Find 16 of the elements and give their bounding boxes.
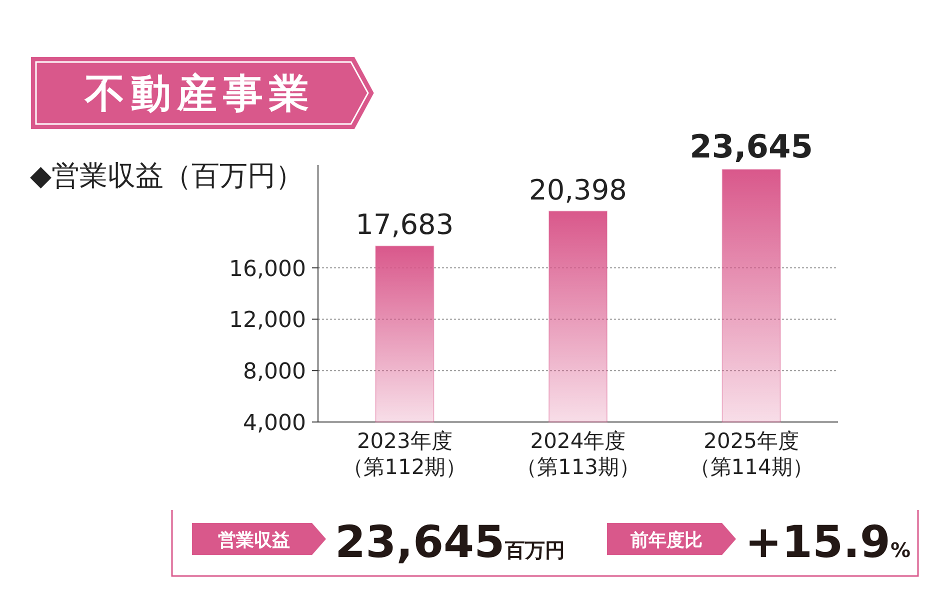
- text: 前年度比: [630, 530, 702, 551]
- y-tick-label: 4,000: [243, 411, 306, 436]
- text: +15.9%: [745, 517, 910, 568]
- y-tick-label: 12,000: [229, 308, 306, 334]
- chart-title: 不動産事業: [84, 71, 315, 117]
- data-label: 17,683: [356, 208, 454, 242]
- y-axis-title: ◆営業収益（百万円）: [30, 159, 304, 192]
- x-tick-label: 2023年度（第112期）: [342, 429, 467, 479]
- y-tick-label: 8,000: [243, 360, 306, 385]
- y-tick-label: 16,000: [229, 256, 306, 282]
- x-tick-label: 2025年度（第114期）: [689, 429, 814, 479]
- text: 23,645百万円: [335, 517, 565, 568]
- data-label: 20,398: [529, 173, 627, 206]
- data-label: 23,645: [690, 128, 814, 166]
- text: 営業収益: [218, 530, 290, 551]
- x-tick-label: 2024年度（第113期）: [516, 429, 640, 479]
